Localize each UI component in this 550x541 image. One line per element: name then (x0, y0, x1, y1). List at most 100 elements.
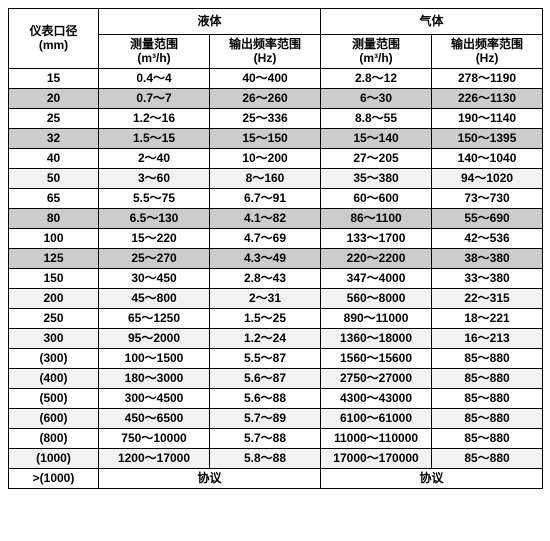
cell-diameter: 15 (9, 68, 99, 88)
cell-gas-measure: 17000～170000 (321, 448, 432, 468)
cell-liquid-freq: 1.2～24 (210, 328, 321, 348)
header-diameter-label: 仪表口径 (29, 24, 77, 38)
cell-liquid-freq: 4.3～49 (210, 248, 321, 268)
table-row: (600)450～65005.7～896100～6100085～880 (9, 408, 543, 428)
table-row: 321.5～1515～15015～140150～1395 (9, 128, 543, 148)
cell-liquid-measure: 0.4～4 (99, 68, 210, 88)
header-liquid-freq-unit: (Hz) (212, 51, 318, 65)
cell-gas-freq: 278～1190 (432, 68, 543, 88)
cell-liquid-freq: 4.7～69 (210, 228, 321, 248)
cell-liquid-measure: 1.5～15 (99, 128, 210, 148)
table-row: 30095～20001.2～241360～1800016～213 (9, 328, 543, 348)
cell-liquid-measure: 45～800 (99, 288, 210, 308)
cell-diameter: 25 (9, 108, 99, 128)
cell-liquid-measure: 65～1250 (99, 308, 210, 328)
cell-gas-measure: 4300～43000 (321, 388, 432, 408)
cell-liquid-measure: 3～60 (99, 168, 210, 188)
cell-diameter: (600) (9, 408, 99, 428)
cell-gas-measure: 86～1100 (321, 208, 432, 228)
cell-liquid-measure: 180～3000 (99, 368, 210, 388)
cell-gas-measure: 220～2200 (321, 248, 432, 268)
cell-gas-freq: 85～880 (432, 448, 543, 468)
header-gas-measure-label: 测量范围 (352, 37, 400, 51)
cell-liquid-measure: 30～450 (99, 268, 210, 288)
cell-liquid-freq: 2.8～43 (210, 268, 321, 288)
cell-liquid-freq: 2～31 (210, 288, 321, 308)
cell-liquid-freq: 5.6～88 (210, 388, 321, 408)
cell-liquid-freq: 8～160 (210, 168, 321, 188)
cell-gas-measure: 1560～15600 (321, 348, 432, 368)
cell-liquid-measure: 2～40 (99, 148, 210, 168)
cell-liquid-measure: 450～6500 (99, 408, 210, 428)
cell-diameter: 125 (9, 248, 99, 268)
cell-diameter: (800) (9, 428, 99, 448)
cell-liquid-freq: 15～150 (210, 128, 321, 148)
table-row: (800)750～100005.7～8811000～11000085～880 (9, 428, 543, 448)
table-row: 503～608～16035～38094～1020 (9, 168, 543, 188)
cell-gas-freq: 73～730 (432, 188, 543, 208)
header-gas-freq-unit: (Hz) (434, 51, 540, 65)
table-row: 806.5～1304.1～8286～110055～690 (9, 208, 543, 228)
cell-gas-measure: 35～380 (321, 168, 432, 188)
cell-gas-measure: 560～8000 (321, 288, 432, 308)
cell-gas-freq: 85～880 (432, 428, 543, 448)
cell-gas-freq: 55～690 (432, 208, 543, 228)
cell-gas-freq: 38～380 (432, 248, 543, 268)
header-liquid-measure-label: 测量范围 (130, 37, 178, 51)
header-liquid-measure-unit: (m³/h) (101, 51, 207, 65)
cell-liquid-freq: 26～260 (210, 88, 321, 108)
cell-gas-freq: 18～221 (432, 308, 543, 328)
table-row: (300)100～15005.5～871560～1560085～880 (9, 348, 543, 368)
table-row: 12525～2704.3～49220～220038～380 (9, 248, 543, 268)
cell-gas-freq: 85～880 (432, 408, 543, 428)
table-row: 10015～2204.7～69133～170042～536 (9, 228, 543, 248)
cell-liquid-measure: 100～1500 (99, 348, 210, 368)
cell-diameter: 80 (9, 208, 99, 228)
header-gas-group: 气体 (321, 9, 543, 35)
cell-gas-measure: 6100～61000 (321, 408, 432, 428)
header-liquid-freq-label: 输出频率范围 (229, 37, 301, 51)
cell-gas-measure: 27～205 (321, 148, 432, 168)
cell-liquid-measure: 1200～17000 (99, 448, 210, 468)
table-row: 655.5～756.7～9160～60073～730 (9, 188, 543, 208)
cell-liquid-measure: 6.5～130 (99, 208, 210, 228)
cell-gas-freq: 22～315 (432, 288, 543, 308)
cell-liquid-measure: 750～10000 (99, 428, 210, 448)
cell-liquid-measure: 15～220 (99, 228, 210, 248)
table-row-footer: >(1000)协议协议 (9, 468, 543, 488)
header-diameter: 仪表口径 (mm) (9, 9, 99, 69)
cell-liquid-freq: 5.8～88 (210, 448, 321, 468)
cell-gas-freq: 85～880 (432, 348, 543, 368)
table-body: 150.4～440～4002.8～12278～1190200.7～726～260… (9, 68, 543, 488)
cell-liquid-measure: 95～2000 (99, 328, 210, 348)
cell-gas-measure: 11000～110000 (321, 428, 432, 448)
cell-gas-freq: 42～536 (432, 228, 543, 248)
cell-diameter: 20 (9, 88, 99, 108)
table-row: (1000)1200～170005.8～8817000～17000085～880 (9, 448, 543, 468)
cell-liquid-freq: 10～200 (210, 148, 321, 168)
header-gas-freq: 输出频率范围 (Hz) (432, 35, 543, 69)
cell-gas-measure: 2750～27000 (321, 368, 432, 388)
cell-diameter: (300) (9, 348, 99, 368)
cell-liquid-freq: 5.7～88 (210, 428, 321, 448)
spec-table: 仪表口径 (mm) 液体 气体 测量范围 (m³/h) 输出频率范围 (Hz) … (8, 8, 543, 489)
cell-diameter: 50 (9, 168, 99, 188)
table-header: 仪表口径 (mm) 液体 气体 测量范围 (m³/h) 输出频率范围 (Hz) … (9, 9, 543, 69)
cell-liquid-freq: 40～400 (210, 68, 321, 88)
table-row: 20045～8002～31560～800022～315 (9, 288, 543, 308)
cell-gas-measure: 347～4000 (321, 268, 432, 288)
header-gas-measure: 测量范围 (m³/h) (321, 35, 432, 69)
cell-gas-measure: 15～140 (321, 128, 432, 148)
cell-liquid-measure: 0.7～7 (99, 88, 210, 108)
table-row: 150.4～440～4002.8～12278～1190 (9, 68, 543, 88)
table-row: 402～4010～20027～205140～1040 (9, 148, 543, 168)
cell-gas-measure: 1360～18000 (321, 328, 432, 348)
cell-liquid-freq: 5.7～89 (210, 408, 321, 428)
cell-gas-measure: 60～600 (321, 188, 432, 208)
cell-gas-freq: 85～880 (432, 388, 543, 408)
cell-gas-freq: 94～1020 (432, 168, 543, 188)
cell-gas-freq: 190～1140 (432, 108, 543, 128)
cell-liquid-measure: 1.2～16 (99, 108, 210, 128)
cell-liquid-measure: 5.5～75 (99, 188, 210, 208)
header-liquid-measure: 测量范围 (m³/h) (99, 35, 210, 69)
